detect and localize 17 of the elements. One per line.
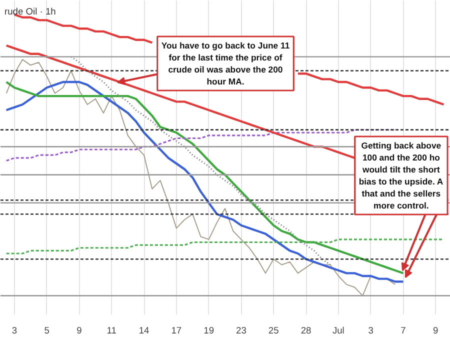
x-tick-label: 9 — [433, 326, 438, 336]
x-tick-label: 17 — [171, 326, 182, 336]
x-tick-label: 14 — [138, 326, 150, 336]
x-tick-label: 3 — [12, 326, 18, 336]
x-tick-label: 19 — [204, 326, 214, 336]
x-tick-label: 11 — [106, 326, 116, 336]
x-tick-label: 23 — [236, 326, 246, 336]
x-tick-label: 3 — [368, 326, 374, 336]
annotation: You have to go back to June 11 for the last time the price of crude oil was above the 200 hour MA. — [161, 40, 290, 86]
x-tick-label: Jul — [332, 326, 344, 336]
x-tick-label: 9 — [76, 326, 82, 336]
chart-title: rude Oil · 1h — [4, 6, 56, 16]
x-tick-label: 25 — [268, 326, 279, 336]
x-tick-label: 7 — [400, 326, 406, 336]
annotation: Getting back above 100 and the 200 ho would tilt the short bias to the upside. A that and the sellers more control. — [358, 140, 444, 210]
x-tick-label: 5 — [44, 326, 50, 336]
x-tick-label: 28 — [300, 326, 312, 336]
